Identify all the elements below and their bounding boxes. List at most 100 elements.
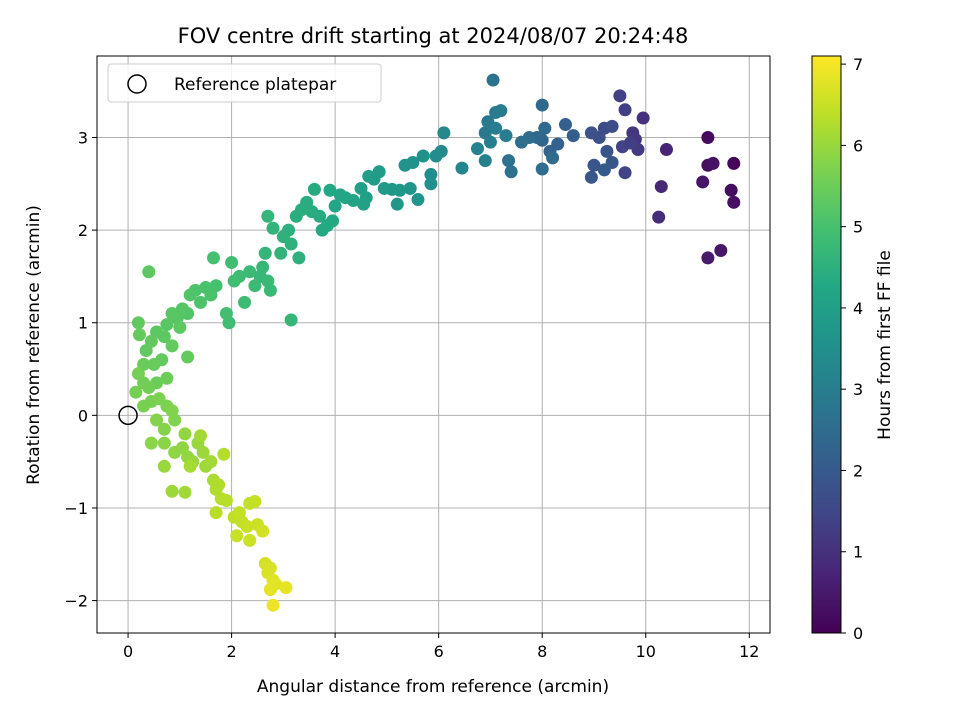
- scatter-point: [424, 177, 438, 191]
- scatter-point: [181, 350, 195, 364]
- scatter-point: [455, 161, 469, 175]
- scatter-point: [243, 533, 257, 547]
- scatter-point: [258, 246, 272, 260]
- colorbar-tick-label: 4: [853, 299, 863, 318]
- legend-marker-icon: [127, 74, 147, 94]
- scatter-point: [157, 459, 171, 473]
- scatter-point: [437, 126, 451, 140]
- colorbar: 0 1 2 3 4 5 6 7 Hours from first FF file: [811, 55, 895, 643]
- scatter-point: [502, 154, 516, 168]
- scatter-point: [357, 197, 371, 211]
- scatter-point: [266, 598, 280, 612]
- scatter-point: [652, 210, 666, 224]
- scatter-point: [701, 251, 715, 265]
- x-axis-ticks: 0 2 4 6 8 10 12: [123, 633, 759, 661]
- colorbar-ticks: 0 1 2 3 4 5 6 7: [841, 55, 863, 643]
- scatter-point: [168, 413, 182, 427]
- scatter-point: [165, 306, 179, 320]
- scatter-point: [494, 104, 508, 118]
- plot-frame: [96, 55, 771, 634]
- x-tick-label: 0: [123, 642, 133, 661]
- scatter-point: [471, 142, 485, 156]
- scatter-point: [416, 149, 430, 163]
- scatter-point: [131, 367, 145, 381]
- scatter-point: [315, 223, 329, 237]
- scatter-point: [150, 413, 164, 427]
- scatter-point: [559, 118, 573, 132]
- scatter-point: [654, 180, 668, 194]
- x-tick-label: 2: [227, 642, 237, 661]
- scatter-point: [613, 89, 627, 103]
- colorbar-tick-label: 3: [853, 380, 863, 399]
- scatter-point: [266, 221, 280, 235]
- scatter-point: [486, 73, 500, 87]
- scatter-point: [225, 256, 239, 270]
- colorbar-gradient: [811, 55, 842, 634]
- legend: Reference platepar: [107, 63, 382, 103]
- scatter-point: [398, 158, 412, 172]
- scatter-point: [696, 175, 710, 189]
- scatter-point: [160, 318, 174, 332]
- scatter-point: [243, 265, 257, 279]
- scatter-point: [714, 243, 728, 257]
- scatter-point: [362, 169, 376, 183]
- scatter-point: [727, 195, 741, 209]
- scatter-point: [183, 459, 197, 473]
- scatter-point: [354, 181, 368, 195]
- scatter-point: [566, 129, 580, 143]
- scatter-point: [727, 156, 741, 170]
- scatter-point: [618, 103, 632, 117]
- y-tick-label: 1: [78, 314, 88, 333]
- scatter-point: [333, 188, 347, 202]
- scatter-point: [276, 230, 290, 244]
- scatter-point: [165, 339, 179, 353]
- colorbar-tick-label: 1: [853, 543, 863, 562]
- scatter-point: [178, 427, 192, 441]
- scatter-point: [263, 561, 277, 575]
- scatter-point: [144, 436, 158, 450]
- colorbar-tick-label: 6: [853, 136, 863, 155]
- scatter-point: [499, 129, 513, 143]
- y-tick-label: 0: [78, 406, 88, 425]
- scatter-point: [274, 246, 288, 260]
- scatter-point: [243, 496, 257, 510]
- y-axis-ticks: −2 −1 0 1 2 3: [64, 129, 97, 611]
- scatter-point: [204, 455, 218, 469]
- scatter-point: [209, 506, 223, 520]
- scatter-point: [429, 149, 443, 163]
- x-tick-label: 10: [636, 642, 656, 661]
- scatter-point: [489, 121, 503, 135]
- scatter-point: [256, 524, 270, 538]
- y-tick-label: 3: [78, 129, 88, 148]
- scatter-point: [261, 209, 275, 223]
- scatter-point: [307, 182, 321, 196]
- chart-title: FOV centre drift starting at 2024/08/07 …: [178, 24, 689, 48]
- scatter-point: [292, 251, 306, 265]
- scatter-point: [535, 98, 549, 112]
- x-tick-label: 8: [537, 642, 547, 661]
- scatter-point: [206, 251, 220, 265]
- scatter-point: [230, 529, 244, 543]
- scatter-point: [269, 577, 283, 591]
- scatter-point: [424, 168, 438, 182]
- scatter-point: [636, 111, 650, 125]
- scatter-point: [217, 447, 231, 461]
- scatter-point: [183, 288, 197, 302]
- scatter-points: [129, 73, 741, 612]
- scatter-point: [165, 484, 179, 498]
- scatter-point: [263, 283, 277, 297]
- scatter-point: [219, 306, 233, 320]
- scatter-point: [194, 295, 208, 309]
- scatter-point: [600, 144, 614, 158]
- y-axis-label: Rotation from reference (arcmin): [24, 205, 44, 485]
- scatter-point: [227, 274, 241, 288]
- colorbar-tick-label: 2: [853, 461, 863, 480]
- x-tick-label: 6: [434, 642, 444, 661]
- scatter-point: [132, 328, 146, 342]
- scatter-point: [157, 422, 171, 436]
- scatter-point: [701, 131, 715, 145]
- scatter-point: [129, 385, 143, 399]
- scatter-point: [618, 166, 632, 180]
- x-tick-label: 12: [739, 642, 759, 661]
